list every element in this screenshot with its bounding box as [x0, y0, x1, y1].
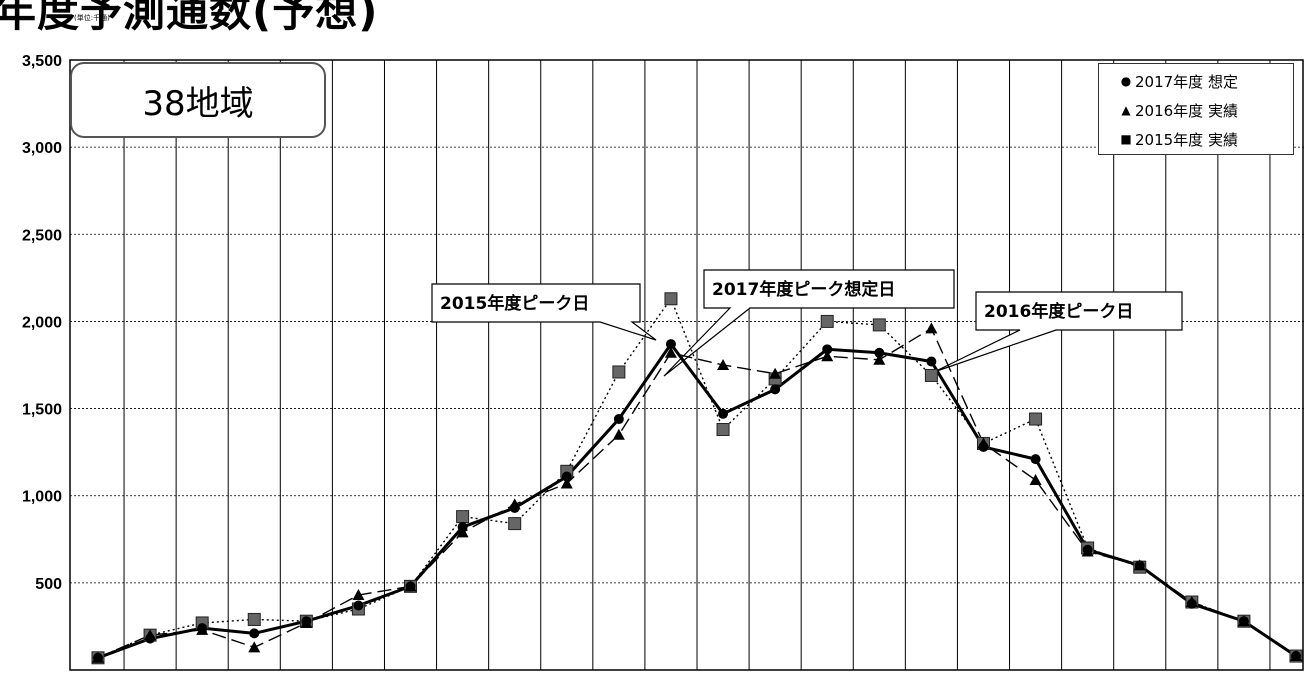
- legend: ● 2017年度 想定 ▲ 2016年度 実績 ■ 2015年度 実績: [1098, 63, 1294, 155]
- point-square: [456, 510, 470, 524]
- point-triangle: [560, 477, 573, 489]
- page-title: 年度予測通数(予想): [0, 0, 379, 36]
- y-tick-label: 1,000: [22, 489, 62, 506]
- point-circle: [613, 414, 624, 425]
- point-square: [1029, 412, 1043, 426]
- point-triangle: [873, 353, 886, 365]
- point-circle: [770, 384, 781, 395]
- point-circle: [718, 408, 729, 419]
- legend-label-2017: 2017年度 想定: [1135, 72, 1238, 91]
- point-triangle: [1029, 474, 1042, 486]
- series-line-circle: [97, 341, 1297, 660]
- point-triangle: [821, 350, 834, 362]
- point-square: [820, 314, 834, 328]
- legend-label-2016: 2016年度 実績: [1135, 101, 1238, 120]
- point-circle: [301, 616, 312, 627]
- point-triangle: [769, 367, 782, 379]
- y-tick-label: 2,000: [22, 314, 62, 331]
- legend-item-2016: ▲ 2016年度 実績: [1099, 99, 1238, 121]
- point-circle: [93, 652, 103, 663]
- point-square: [716, 422, 730, 436]
- point-circle: [197, 623, 208, 634]
- point-circle: [1238, 616, 1249, 627]
- point-square: [612, 365, 626, 379]
- point-circle: [249, 628, 260, 639]
- point-circle: [978, 441, 989, 452]
- point-circle: [405, 581, 416, 592]
- callout-2015-peak-text: 2015年度ピーク日: [440, 293, 589, 314]
- unit-label: (単位:千通): [74, 14, 110, 22]
- point-square: [508, 517, 522, 531]
- point-circle: [457, 522, 468, 533]
- y-tick-label: 3,500: [22, 53, 62, 70]
- point-square: [247, 612, 261, 626]
- point-circle: [561, 471, 572, 482]
- callout-2017-peak-text: 2017年度ピーク想定日: [712, 279, 895, 300]
- point-circle: [1134, 560, 1145, 571]
- point-triangle: [248, 641, 261, 653]
- point-circle: [874, 347, 885, 358]
- point-circle: [509, 502, 520, 513]
- point-triangle: [352, 589, 365, 601]
- y-tick-label: 3,000: [22, 140, 62, 157]
- point-square: [872, 318, 886, 332]
- legend-item-2015: ■ 2015年度 実績: [1099, 128, 1238, 150]
- callout-2017-peak-shape: [663, 269, 955, 377]
- circle-marker-icon: ●: [1120, 74, 1132, 88]
- callout-2015-peak-shape: [431, 283, 657, 341]
- point-triangle: [925, 322, 938, 334]
- legend-label-2015: 2015年度 実績: [1135, 130, 1238, 149]
- point-circle: [1291, 651, 1301, 662]
- region-label: 38地域: [142, 83, 254, 124]
- point-circle: [926, 356, 937, 367]
- point-circle: [1030, 454, 1041, 465]
- y-tick-label: 1,500: [22, 402, 62, 419]
- point-circle: [822, 344, 833, 355]
- point-square: [664, 292, 678, 306]
- y-tick-label: 500: [35, 576, 62, 593]
- point-triangle: [664, 346, 677, 358]
- point-square: [924, 368, 938, 382]
- point-circle: [665, 339, 676, 350]
- legend-item-2017: ● 2017年度 想定: [1099, 70, 1238, 92]
- callout-2016-peak-shape: [933, 291, 1183, 373]
- point-circle: [1082, 544, 1093, 555]
- triangle-marker-icon: ▲: [1121, 103, 1131, 117]
- point-circle: [353, 600, 364, 611]
- point-circle: [145, 633, 156, 644]
- point-triangle: [612, 428, 625, 440]
- region-label-box: 38地域: [70, 62, 326, 138]
- point-circle: [1186, 598, 1197, 609]
- callout-2016-peak-text: 2016年度ピーク日: [984, 301, 1133, 322]
- point-triangle: [717, 359, 730, 370]
- series-line-square: [97, 297, 1297, 659]
- y-tick-label: 2,500: [22, 227, 62, 244]
- plot-frame: [69, 59, 1304, 671]
- square-marker-icon: ■: [1120, 132, 1132, 146]
